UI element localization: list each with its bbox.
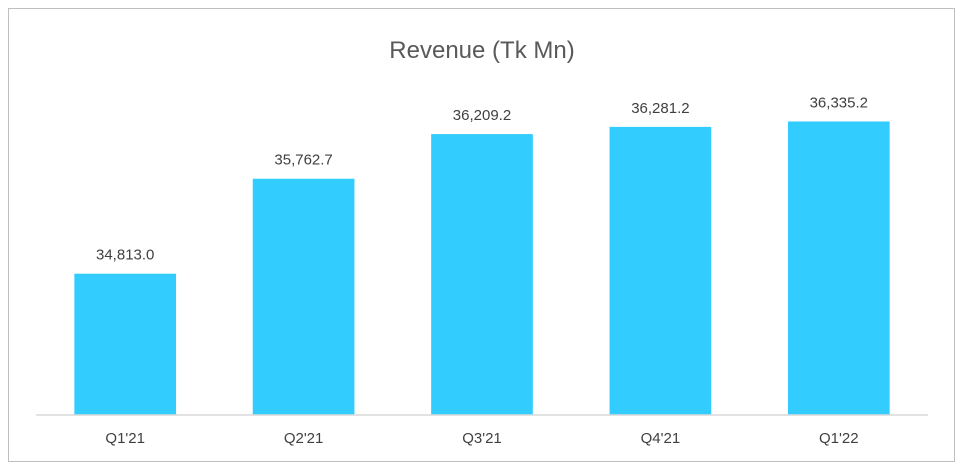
data-label-3: 36,281.2 <box>631 100 689 117</box>
x-tick-labels-group: Q1'21 Q2'21 Q3'21 Q4'21 Q1'22 <box>105 430 858 447</box>
bar-4 <box>787 121 890 415</box>
x-tick-label-1: Q2'21 <box>284 430 324 447</box>
x-tick-label-3: Q4'21 <box>641 430 681 447</box>
data-label-4: 36,335.2 <box>810 94 868 111</box>
data-labels-group: 34,813.0 35,762.7 36,209.2 36,281.2 36,335.2 <box>96 94 868 263</box>
bar-1 <box>252 178 355 415</box>
chart-title: Revenue (Tk Mn) <box>389 37 574 64</box>
data-label-0: 34,813.0 <box>96 247 154 264</box>
data-label-2: 36,209.2 <box>453 107 511 124</box>
bar-0 <box>74 273 177 415</box>
data-label-1: 35,762.7 <box>274 152 332 169</box>
x-tick-label-4: Q1'22 <box>819 430 859 447</box>
bars-group <box>74 121 890 415</box>
bar-3 <box>609 126 712 415</box>
bar-2 <box>431 134 533 415</box>
x-tick-label-0: Q1'21 <box>105 430 145 447</box>
x-tick-label-2: Q3'21 <box>462 430 502 447</box>
